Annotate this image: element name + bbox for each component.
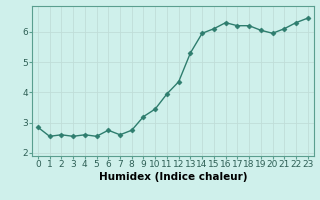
X-axis label: Humidex (Indice chaleur): Humidex (Indice chaleur) [99, 172, 247, 182]
